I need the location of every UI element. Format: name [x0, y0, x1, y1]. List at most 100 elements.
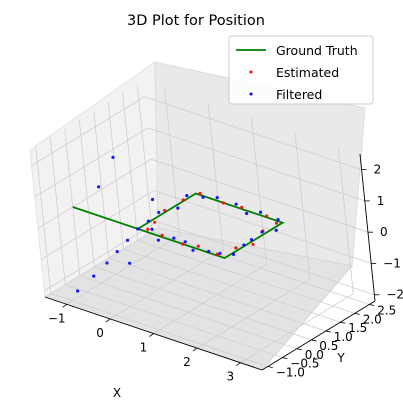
filtered-point: [157, 210, 161, 215]
y-tick-label: −0.5: [290, 357, 319, 371]
z-gridline: [144, 96, 362, 171]
y-tick-mark: [325, 330, 331, 333]
x-tick-label: −1: [48, 311, 66, 325]
filtered-point: [276, 218, 280, 222]
legend-swatch-estimated: [249, 70, 253, 74]
z-gridline-side: [44, 221, 158, 292]
filtered-point: [260, 230, 264, 234]
filtered-point: [111, 155, 115, 159]
filtered-point: [172, 236, 176, 240]
estimated-point: [163, 208, 167, 213]
y-gridline: [108, 257, 326, 332]
y-gridline-back: [93, 111, 110, 259]
legend-label-filtered: Filtered: [276, 87, 322, 102]
x-gridline-back: [207, 102, 224, 250]
estimated-point: [265, 214, 269, 218]
z-gridline: [154, 190, 372, 264]
estimated-point: [160, 233, 164, 237]
grid-lines: [31, 84, 375, 367]
z-tick-label: 2: [374, 163, 382, 177]
estimated-point: [221, 201, 226, 205]
y-tick-label: 0.5: [319, 339, 338, 353]
legend: Ground Truth Estimated Filtered: [228, 35, 374, 105]
estimated-point: [181, 242, 185, 246]
z-tick-label: 0: [380, 225, 388, 239]
y-axis-line: [261, 300, 376, 371]
y-tick-mark: [296, 348, 302, 351]
filtered-point: [207, 249, 211, 253]
filtered-point: [249, 238, 254, 242]
x-gridline: [196, 278, 311, 349]
z-gridline-side: [37, 158, 152, 229]
series-layer: [72, 155, 285, 293]
estimated-point: [153, 220, 157, 224]
legend-label-estimated: Estimated: [276, 65, 339, 80]
ground-truth-line: [72, 192, 285, 260]
estimated-point: [240, 205, 244, 209]
y-tick-label: 1.0: [334, 330, 353, 344]
z-tick-label: 1: [377, 194, 385, 208]
legend-swatch-filtered: [249, 92, 253, 96]
filtered-point: [150, 197, 155, 202]
y-tick-label: 2.0: [363, 312, 382, 326]
filtered-point: [150, 227, 154, 231]
filtered-point: [136, 227, 140, 231]
x-tick-label: 3: [226, 370, 234, 384]
y-axis-label: Y: [336, 351, 345, 365]
x-axis-line: [44, 296, 263, 371]
y-tick-mark: [340, 321, 346, 324]
filtered-point: [183, 240, 187, 244]
filtered-point: [176, 206, 180, 210]
filtered-point: [125, 238, 130, 242]
chart-title: 3D Plot for Position: [127, 13, 265, 29]
estimated-point: [251, 242, 255, 247]
filtered-point: [92, 274, 96, 278]
z-gridline-side: [34, 127, 148, 198]
y-gridline: [65, 284, 283, 358]
y-tick-mark: [311, 339, 317, 342]
y-tick-label: 1.5: [348, 321, 367, 335]
estimated-point: [234, 246, 238, 250]
filtered-point: [218, 251, 222, 256]
legend-label-ground-truth: Ground Truth: [276, 43, 358, 58]
y-gridline-back: [122, 93, 139, 241]
estimated-point: [215, 252, 220, 256]
y-gridline: [79, 275, 297, 350]
y-gridline: [137, 240, 355, 314]
x-gridline-back: [251, 117, 267, 265]
filtered-point: [201, 195, 205, 199]
y-gridline: [152, 231, 370, 305]
x-tick-mark: [105, 318, 111, 323]
x-gridline-back: [294, 132, 311, 280]
x-gridline: [66, 234, 180, 305]
y-gridline: [94, 266, 312, 341]
y-gridline-back: [35, 146, 52, 294]
z-gridline: [157, 221, 375, 296]
z-gridline: [150, 158, 369, 233]
estimated-point: [196, 244, 200, 248]
filtered-point: [244, 211, 249, 216]
y-gridline-back: [78, 119, 95, 267]
y-gridline-back: [49, 137, 66, 285]
y-tick-mark: [267, 366, 273, 368]
filtered-point: [115, 249, 119, 254]
x-gridline: [109, 249, 224, 320]
x-gridline: [153, 264, 267, 334]
y-tick-label: −1.0: [276, 365, 305, 379]
x-tick-mark: [236, 362, 241, 367]
filtered-point: [215, 196, 219, 200]
x-tick-mark: [62, 303, 67, 308]
z-tick-label: −2: [386, 288, 403, 302]
y-gridline: [50, 293, 268, 367]
y-gridline: [123, 248, 341, 323]
z-tick-label: −1: [383, 256, 401, 270]
y-tick-mark: [354, 312, 360, 315]
y-tick-label: 0.0: [305, 348, 324, 362]
estimated-point: [198, 191, 202, 195]
filtered-point: [105, 261, 109, 265]
legend-box: [228, 35, 374, 105]
z-axis-line: [359, 153, 376, 302]
x-tick-label: 2: [183, 355, 191, 369]
z-gridline: [147, 127, 365, 202]
